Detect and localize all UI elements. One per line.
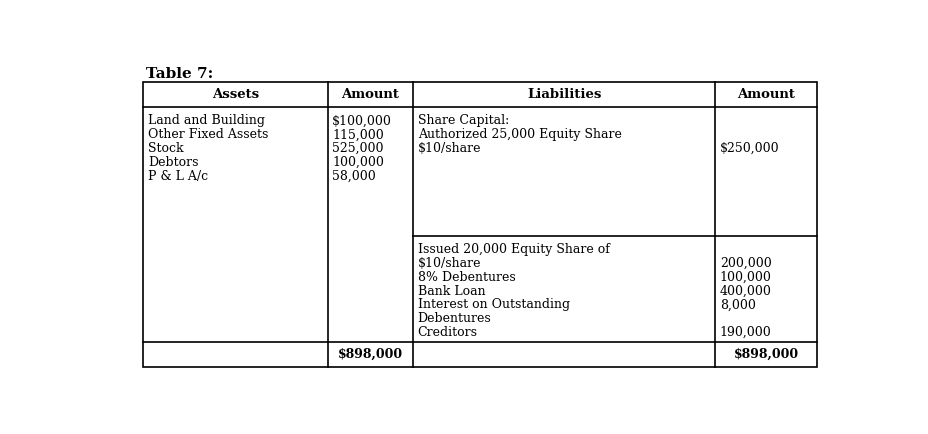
Text: Share Capital:: Share Capital: bbox=[418, 115, 509, 128]
Text: Issued 20,000 Equity Share of: Issued 20,000 Equity Share of bbox=[418, 243, 609, 256]
Text: $898,000: $898,000 bbox=[733, 348, 798, 361]
Text: Land and Building: Land and Building bbox=[148, 115, 264, 128]
Text: Amount: Amount bbox=[341, 88, 399, 101]
Text: Other Fixed Assets: Other Fixed Assets bbox=[148, 128, 268, 141]
Text: Bank Loan: Bank Loan bbox=[418, 285, 484, 298]
Text: $10/share: $10/share bbox=[418, 142, 481, 155]
Bar bbox=[143, 82, 817, 367]
Text: Creditors: Creditors bbox=[418, 326, 477, 339]
Text: $898,000: $898,000 bbox=[338, 348, 403, 361]
Text: $100,000: $100,000 bbox=[332, 115, 392, 128]
Text: Table 7:: Table 7: bbox=[146, 67, 213, 81]
Text: 400,000: 400,000 bbox=[719, 285, 771, 298]
Text: Debentures: Debentures bbox=[418, 312, 491, 326]
Text: 115,000: 115,000 bbox=[332, 128, 383, 141]
Text: Debtors: Debtors bbox=[148, 156, 199, 169]
Text: 8% Debentures: 8% Debentures bbox=[418, 271, 515, 284]
Text: 190,000: 190,000 bbox=[719, 326, 771, 339]
Text: $10/share: $10/share bbox=[418, 257, 481, 270]
Text: 100,000: 100,000 bbox=[719, 271, 771, 284]
Text: 100,000: 100,000 bbox=[332, 156, 384, 169]
Text: 525,000: 525,000 bbox=[332, 142, 383, 155]
Text: Amount: Amount bbox=[737, 88, 794, 101]
Text: Assets: Assets bbox=[212, 88, 259, 101]
Text: P & L A/c: P & L A/c bbox=[148, 170, 208, 183]
Text: 8,000: 8,000 bbox=[719, 299, 754, 312]
Text: Authorized 25,000 Equity Share: Authorized 25,000 Equity Share bbox=[418, 128, 621, 141]
Text: $250,000: $250,000 bbox=[719, 142, 779, 155]
Text: 200,000: 200,000 bbox=[719, 257, 771, 270]
Text: Stock: Stock bbox=[148, 142, 184, 155]
Text: Interest on Outstanding: Interest on Outstanding bbox=[418, 299, 569, 312]
Text: 58,000: 58,000 bbox=[332, 170, 376, 183]
Text: Liabilities: Liabilities bbox=[526, 88, 600, 101]
